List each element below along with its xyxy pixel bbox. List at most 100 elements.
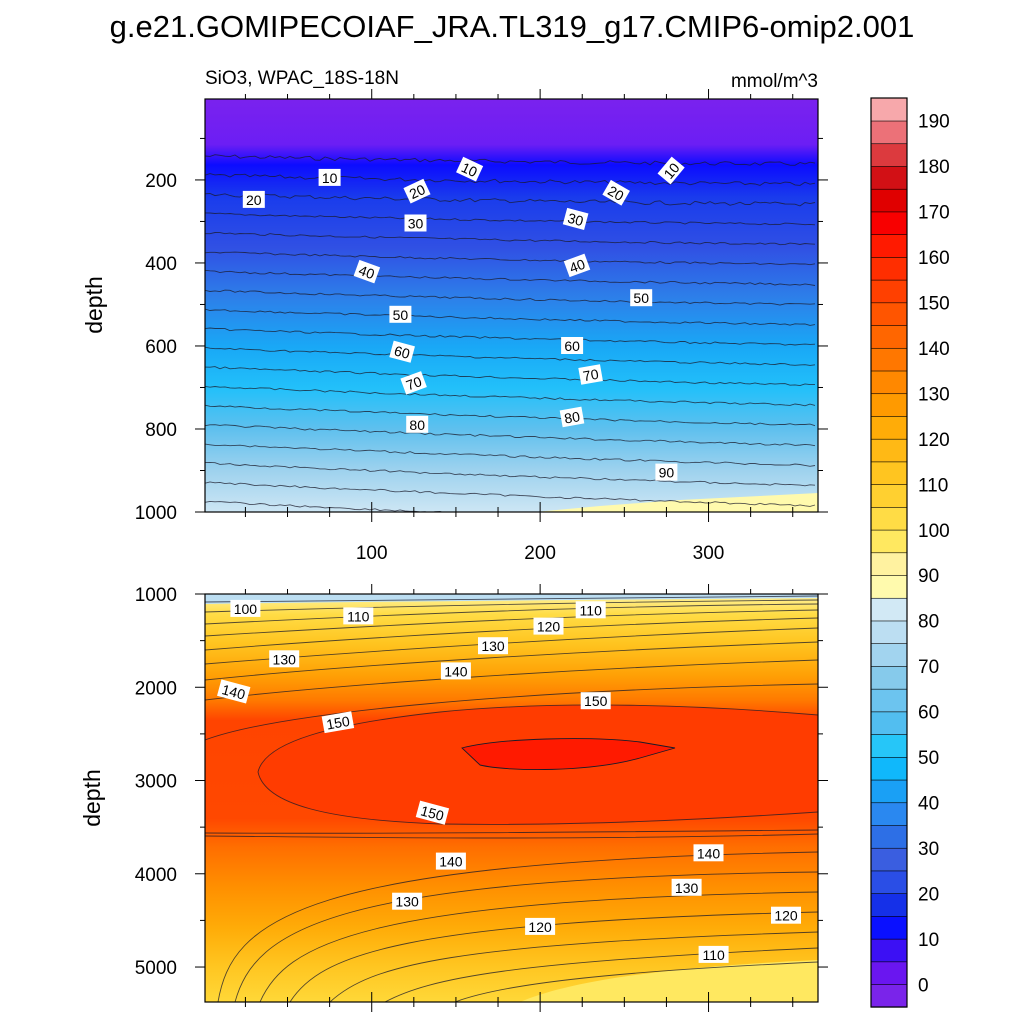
contour-label-text: 140 <box>220 681 247 703</box>
contour-label: 120 <box>533 617 564 635</box>
contour-label-bg <box>400 371 427 395</box>
upper-contour-line <box>205 173 816 186</box>
colorbar-segment <box>870 347 908 372</box>
colorbar-segment <box>870 529 908 554</box>
contour-label-text: 10 <box>459 159 480 180</box>
y-tick-label: 3000 <box>135 772 177 793</box>
contour-label: 40 <box>353 259 381 284</box>
upper-contour-line <box>205 461 816 487</box>
contour-label-bg <box>657 156 685 185</box>
colorbar-segment <box>870 552 908 576</box>
contour-label-text: 130 <box>481 638 505 654</box>
colorbar-segment <box>870 665 908 690</box>
upper-contour-line <box>205 232 816 246</box>
contour-label-text: 120 <box>528 919 552 935</box>
contour-label-text: 20 <box>605 182 627 204</box>
colorbar-label: 20 <box>918 884 939 905</box>
upper-contour-line <box>205 424 816 447</box>
contour-label-text: 100 <box>234 601 258 617</box>
colorbar-segment <box>870 165 908 190</box>
contour-label-bg <box>404 214 427 232</box>
contour-label-text: 90 <box>659 465 675 481</box>
colorbar-segment <box>870 302 908 326</box>
contour-label-bg <box>630 289 653 307</box>
contour-label-bg <box>561 337 584 354</box>
contour-label-text: 60 <box>564 338 580 354</box>
contour-label-text: 20 <box>407 181 428 202</box>
colorbar-segment <box>870 506 908 531</box>
lower-contour-line <box>454 961 818 1002</box>
lower-contour-line <box>289 911 818 1002</box>
colorbar-segment <box>870 779 908 804</box>
contour-label-bg <box>217 679 251 704</box>
contour-label-bg <box>389 340 415 363</box>
upper-contour-line <box>205 251 816 266</box>
contour-label-text: 130 <box>675 880 699 896</box>
contour-label: 80 <box>559 406 585 428</box>
lower-field <box>205 594 818 1002</box>
upper-contour-line <box>205 327 816 346</box>
upper-left-label: SiO3, WPAC_18S-18N <box>205 68 399 89</box>
contour-label-text: 50 <box>393 307 409 323</box>
contour-label-bg <box>525 917 556 935</box>
contour-label-bg <box>693 844 724 862</box>
contour-label-bg <box>456 156 484 182</box>
contour-label-bg <box>575 601 606 619</box>
colorbar-segment <box>870 484 908 508</box>
contour-label: 140 <box>217 679 251 704</box>
colorbar-label: 70 <box>918 657 939 678</box>
upper-contour-line <box>205 193 816 207</box>
contour-label-bg <box>406 415 429 433</box>
colorbar-label: 190 <box>918 112 950 133</box>
colorbar-segment <box>870 802 908 826</box>
contour-label-bg <box>440 662 471 680</box>
upper-contour-line <box>205 500 444 512</box>
contour-label-bg <box>478 637 508 655</box>
lower-contour-line <box>205 603 818 625</box>
contour-label: 110 <box>575 601 606 619</box>
colorbar-segment <box>870 324 908 349</box>
contour-label-text: 150 <box>419 802 446 824</box>
contour-label-text: 70 <box>582 366 600 384</box>
contour-label: 40 <box>563 253 591 278</box>
contour-label-bg <box>655 463 678 481</box>
upper-contour-line <box>205 385 816 407</box>
colorbar-segment <box>870 120 908 145</box>
colorbar-segment <box>870 961 908 985</box>
contour-label-bg <box>533 617 564 635</box>
lower-contour-line <box>205 595 818 603</box>
upper-field-100-region <box>535 493 818 512</box>
upper-contour-line <box>205 366 816 387</box>
contour-label-text: 130 <box>395 894 419 910</box>
contour-label-text: 60 <box>392 342 411 362</box>
colorbar-label: 30 <box>918 839 939 860</box>
lower-contour-line <box>259 891 818 1002</box>
contour-label-text: 120 <box>774 908 798 924</box>
contour-label: 110 <box>698 945 729 963</box>
contour-label-bg <box>230 599 261 617</box>
y-tick-label: 600 <box>145 337 177 358</box>
contour-label: 20 <box>403 178 431 204</box>
y-tick-label: 400 <box>145 254 177 275</box>
upper-contour-line <box>205 481 816 507</box>
y-tick-label: 200 <box>145 171 177 192</box>
upper-y-axis-label: depth <box>81 276 107 334</box>
contour-label-bg <box>698 945 729 963</box>
colorbar-segment <box>870 870 908 894</box>
contour-label: 20 <box>242 190 265 208</box>
colorbar-segment <box>870 620 908 644</box>
figure-title: g.e21.GOMIPECOIAF_JRA.TL319_g17.CMIP6-om… <box>110 9 915 44</box>
colorbar-label: 140 <box>918 339 950 360</box>
upper-axis-ticks: 100 200 300 200 400 600 800 1000 <box>135 89 828 564</box>
lower-contour-line <box>205 617 818 651</box>
contour-label: 140 <box>435 852 466 870</box>
upper-contour-line <box>205 346 816 366</box>
colorbar-segment <box>870 643 908 667</box>
contour-label: 100 <box>230 599 261 617</box>
colorbar-label: 110 <box>918 475 948 496</box>
upper-contour-line <box>205 308 816 326</box>
x-tick-label: 200 <box>524 543 556 564</box>
contour-label-bg <box>602 179 630 206</box>
